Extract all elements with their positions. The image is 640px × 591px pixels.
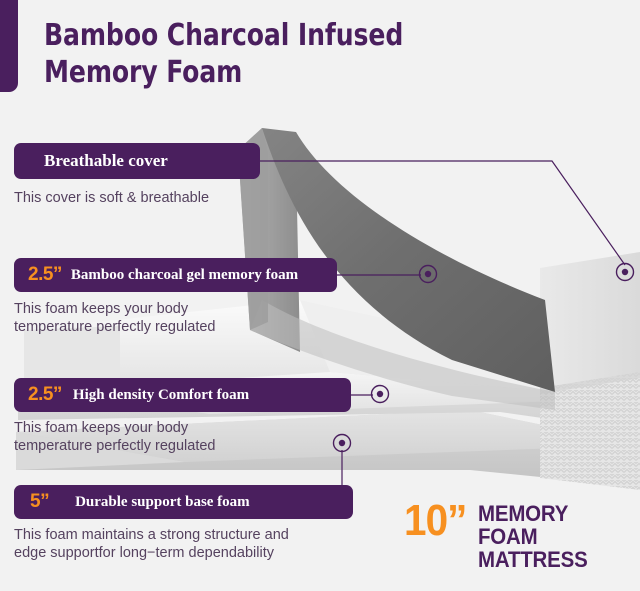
base-marker xyxy=(332,433,352,453)
leader-cover xyxy=(260,160,626,266)
mattress-thickness-inches: 10” xyxy=(404,496,467,545)
layer-badge-base-measure: 5” xyxy=(30,491,50,512)
layer-description-comfort: This foam keeps your body temperature pe… xyxy=(14,420,216,454)
layer-badge-cover-label: Breathable cover xyxy=(44,151,168,170)
mattress-thickness-words: MEMORY FOAM MATTRESS xyxy=(477,501,588,573)
mattress-thickness-mark: 10” MEMORY FOAM MATTRESS xyxy=(404,496,640,573)
layer-badge-gel[interactable]: 2.5” Bamboo charcoal gel memory foam xyxy=(14,258,337,292)
gel-marker xyxy=(418,264,438,284)
layer-badge-comfort-measure: 2.5” xyxy=(28,384,62,405)
layer-badge-gel-measure: 2.5” xyxy=(28,264,62,285)
callout-markers xyxy=(332,262,635,453)
header-accent-bar xyxy=(0,0,18,92)
layer-badge-base-label: Durable support base foam xyxy=(75,493,250,510)
layer-badge-comfort-label: High density Comfort foam xyxy=(72,386,250,403)
cover-marker xyxy=(615,262,635,282)
layer-badge-gel-label: Bamboo charcoal gel memory foam xyxy=(70,266,299,283)
mattress-side-panel xyxy=(540,252,640,490)
layer-description-gel: This foam keeps your body temperature pe… xyxy=(14,301,216,335)
callout-leader-lines xyxy=(260,160,626,485)
comfort-marker xyxy=(370,384,390,404)
page-title: Bamboo Charcoal Infused Memory Foam xyxy=(44,18,404,90)
layer-badge-base[interactable]: 5” Durable support base foam xyxy=(14,485,353,519)
layer-badge-cover[interactable]: Breathable cover xyxy=(14,143,260,179)
layer-badge-comfort[interactable]: 2.5” High density Comfort foam xyxy=(14,378,351,412)
layer-description-cover: This cover is soft & breathable xyxy=(14,190,210,206)
layer-description-base: This foam maintains a strong structure a… xyxy=(14,527,289,561)
